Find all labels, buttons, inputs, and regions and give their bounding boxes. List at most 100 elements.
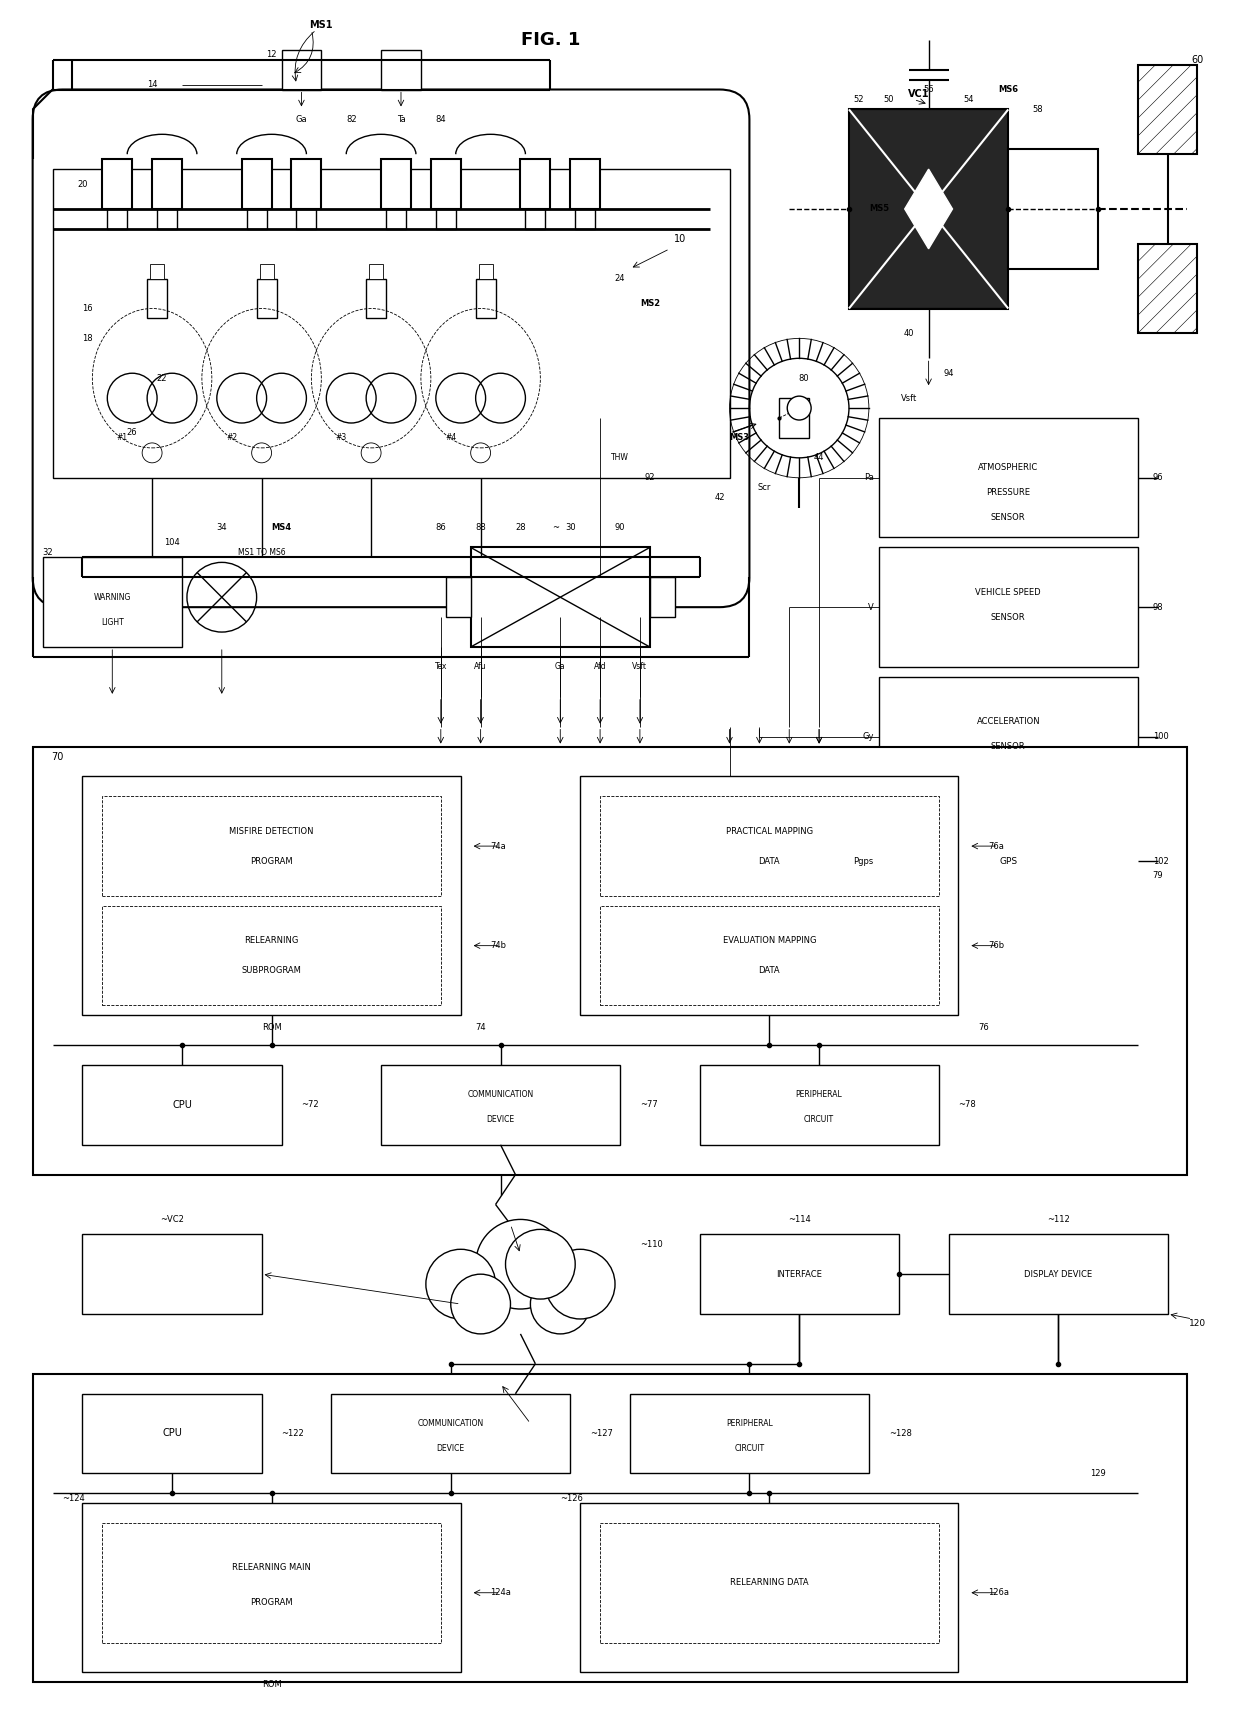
Text: 76b: 76b — [988, 941, 1004, 950]
Text: ATMOSPHERIC: ATMOSPHERIC — [978, 464, 1038, 472]
FancyBboxPatch shape — [849, 109, 1008, 309]
FancyBboxPatch shape — [600, 906, 939, 1005]
Text: MS3: MS3 — [729, 434, 749, 443]
Text: 126a: 126a — [988, 1588, 1009, 1597]
FancyBboxPatch shape — [148, 279, 167, 318]
Text: Vsft: Vsft — [632, 663, 647, 672]
Text: ~124: ~124 — [62, 1493, 86, 1503]
Text: RELEARNING DATA: RELEARNING DATA — [730, 1578, 808, 1587]
Text: 50: 50 — [884, 95, 894, 104]
FancyBboxPatch shape — [1137, 64, 1198, 155]
Text: ~110: ~110 — [640, 1240, 662, 1248]
FancyBboxPatch shape — [296, 208, 316, 229]
FancyBboxPatch shape — [257, 279, 277, 318]
FancyBboxPatch shape — [471, 547, 650, 648]
Circle shape — [451, 1274, 511, 1333]
Text: 129: 129 — [1090, 1469, 1106, 1477]
Text: 74b: 74b — [491, 941, 507, 950]
Text: V: V — [868, 602, 874, 611]
Text: 22: 22 — [156, 373, 167, 382]
FancyBboxPatch shape — [42, 557, 182, 648]
Text: DATA: DATA — [759, 965, 780, 976]
Text: FIG. 1: FIG. 1 — [521, 31, 580, 49]
FancyBboxPatch shape — [446, 578, 471, 616]
FancyBboxPatch shape — [381, 1066, 620, 1144]
Text: CPU: CPU — [162, 1429, 182, 1439]
Text: 56: 56 — [924, 85, 934, 94]
Text: SUBPROGRAM: SUBPROGRAM — [242, 965, 301, 976]
FancyBboxPatch shape — [879, 418, 1137, 538]
Text: 124a: 124a — [491, 1588, 511, 1597]
Text: 12: 12 — [267, 50, 277, 59]
Text: 24: 24 — [615, 274, 625, 283]
Text: 96: 96 — [1153, 474, 1163, 483]
FancyBboxPatch shape — [699, 1234, 899, 1314]
Text: CPU: CPU — [172, 1101, 192, 1109]
FancyBboxPatch shape — [82, 1066, 281, 1144]
Text: 44: 44 — [813, 453, 825, 462]
Text: WARNING: WARNING — [93, 592, 131, 602]
FancyBboxPatch shape — [247, 208, 267, 229]
Text: #1: #1 — [117, 434, 128, 443]
FancyBboxPatch shape — [157, 208, 177, 229]
FancyBboxPatch shape — [1137, 243, 1198, 333]
FancyBboxPatch shape — [479, 264, 492, 279]
Text: Tex: Tex — [434, 663, 446, 672]
Text: INTERFACE: INTERFACE — [776, 1269, 822, 1279]
Text: Afd: Afd — [594, 663, 606, 672]
Text: 102: 102 — [1153, 856, 1168, 866]
Text: 18: 18 — [82, 333, 93, 344]
FancyBboxPatch shape — [1008, 149, 1097, 269]
Text: #3: #3 — [336, 434, 347, 443]
FancyBboxPatch shape — [570, 160, 600, 208]
Text: MISFIRE DETECTION: MISFIRE DETECTION — [229, 826, 314, 835]
Text: 28: 28 — [515, 523, 526, 531]
Text: SENSOR: SENSOR — [991, 741, 1025, 752]
Text: PRESSURE: PRESSURE — [986, 488, 1030, 496]
Text: 10: 10 — [673, 234, 686, 243]
Text: 30: 30 — [565, 523, 575, 531]
FancyBboxPatch shape — [600, 797, 939, 896]
FancyBboxPatch shape — [242, 160, 272, 208]
Polygon shape — [849, 109, 1008, 309]
FancyBboxPatch shape — [366, 279, 386, 318]
Text: ~122: ~122 — [281, 1429, 304, 1437]
FancyBboxPatch shape — [103, 1522, 440, 1642]
FancyBboxPatch shape — [476, 279, 496, 318]
FancyBboxPatch shape — [600, 1522, 939, 1642]
Text: Ga: Ga — [295, 115, 308, 123]
Text: 42: 42 — [714, 493, 725, 502]
Text: 76a: 76a — [988, 842, 1004, 851]
Text: THW: THW — [611, 453, 629, 462]
Circle shape — [531, 1274, 590, 1333]
FancyBboxPatch shape — [879, 806, 1137, 917]
Text: 52: 52 — [853, 95, 864, 104]
Text: 82: 82 — [346, 115, 357, 123]
Text: MS5: MS5 — [869, 205, 889, 214]
Circle shape — [546, 1250, 615, 1319]
FancyBboxPatch shape — [430, 160, 461, 208]
FancyBboxPatch shape — [103, 906, 440, 1005]
Text: RELEARNING: RELEARNING — [244, 936, 299, 944]
Text: ~: ~ — [552, 523, 559, 531]
Circle shape — [425, 1250, 496, 1319]
FancyBboxPatch shape — [381, 50, 420, 90]
Text: ROM: ROM — [262, 1023, 281, 1031]
Text: LIGHT: LIGHT — [100, 618, 124, 627]
Text: 58: 58 — [1033, 104, 1043, 115]
FancyBboxPatch shape — [103, 797, 440, 896]
Text: MS6: MS6 — [998, 85, 1018, 94]
Text: ~77: ~77 — [640, 1101, 657, 1109]
FancyBboxPatch shape — [521, 160, 551, 208]
FancyBboxPatch shape — [386, 208, 405, 229]
Text: ~127: ~127 — [590, 1429, 613, 1437]
Text: SENSOR: SENSOR — [991, 613, 1025, 621]
Text: 34: 34 — [217, 523, 227, 531]
Text: MS1 TO MS6: MS1 TO MS6 — [238, 549, 285, 557]
Text: ~78: ~78 — [959, 1101, 976, 1109]
Text: ~114: ~114 — [787, 1215, 811, 1224]
Text: 86: 86 — [435, 523, 446, 531]
Text: 88: 88 — [475, 523, 486, 531]
Text: 14: 14 — [146, 80, 157, 89]
FancyBboxPatch shape — [291, 160, 321, 208]
